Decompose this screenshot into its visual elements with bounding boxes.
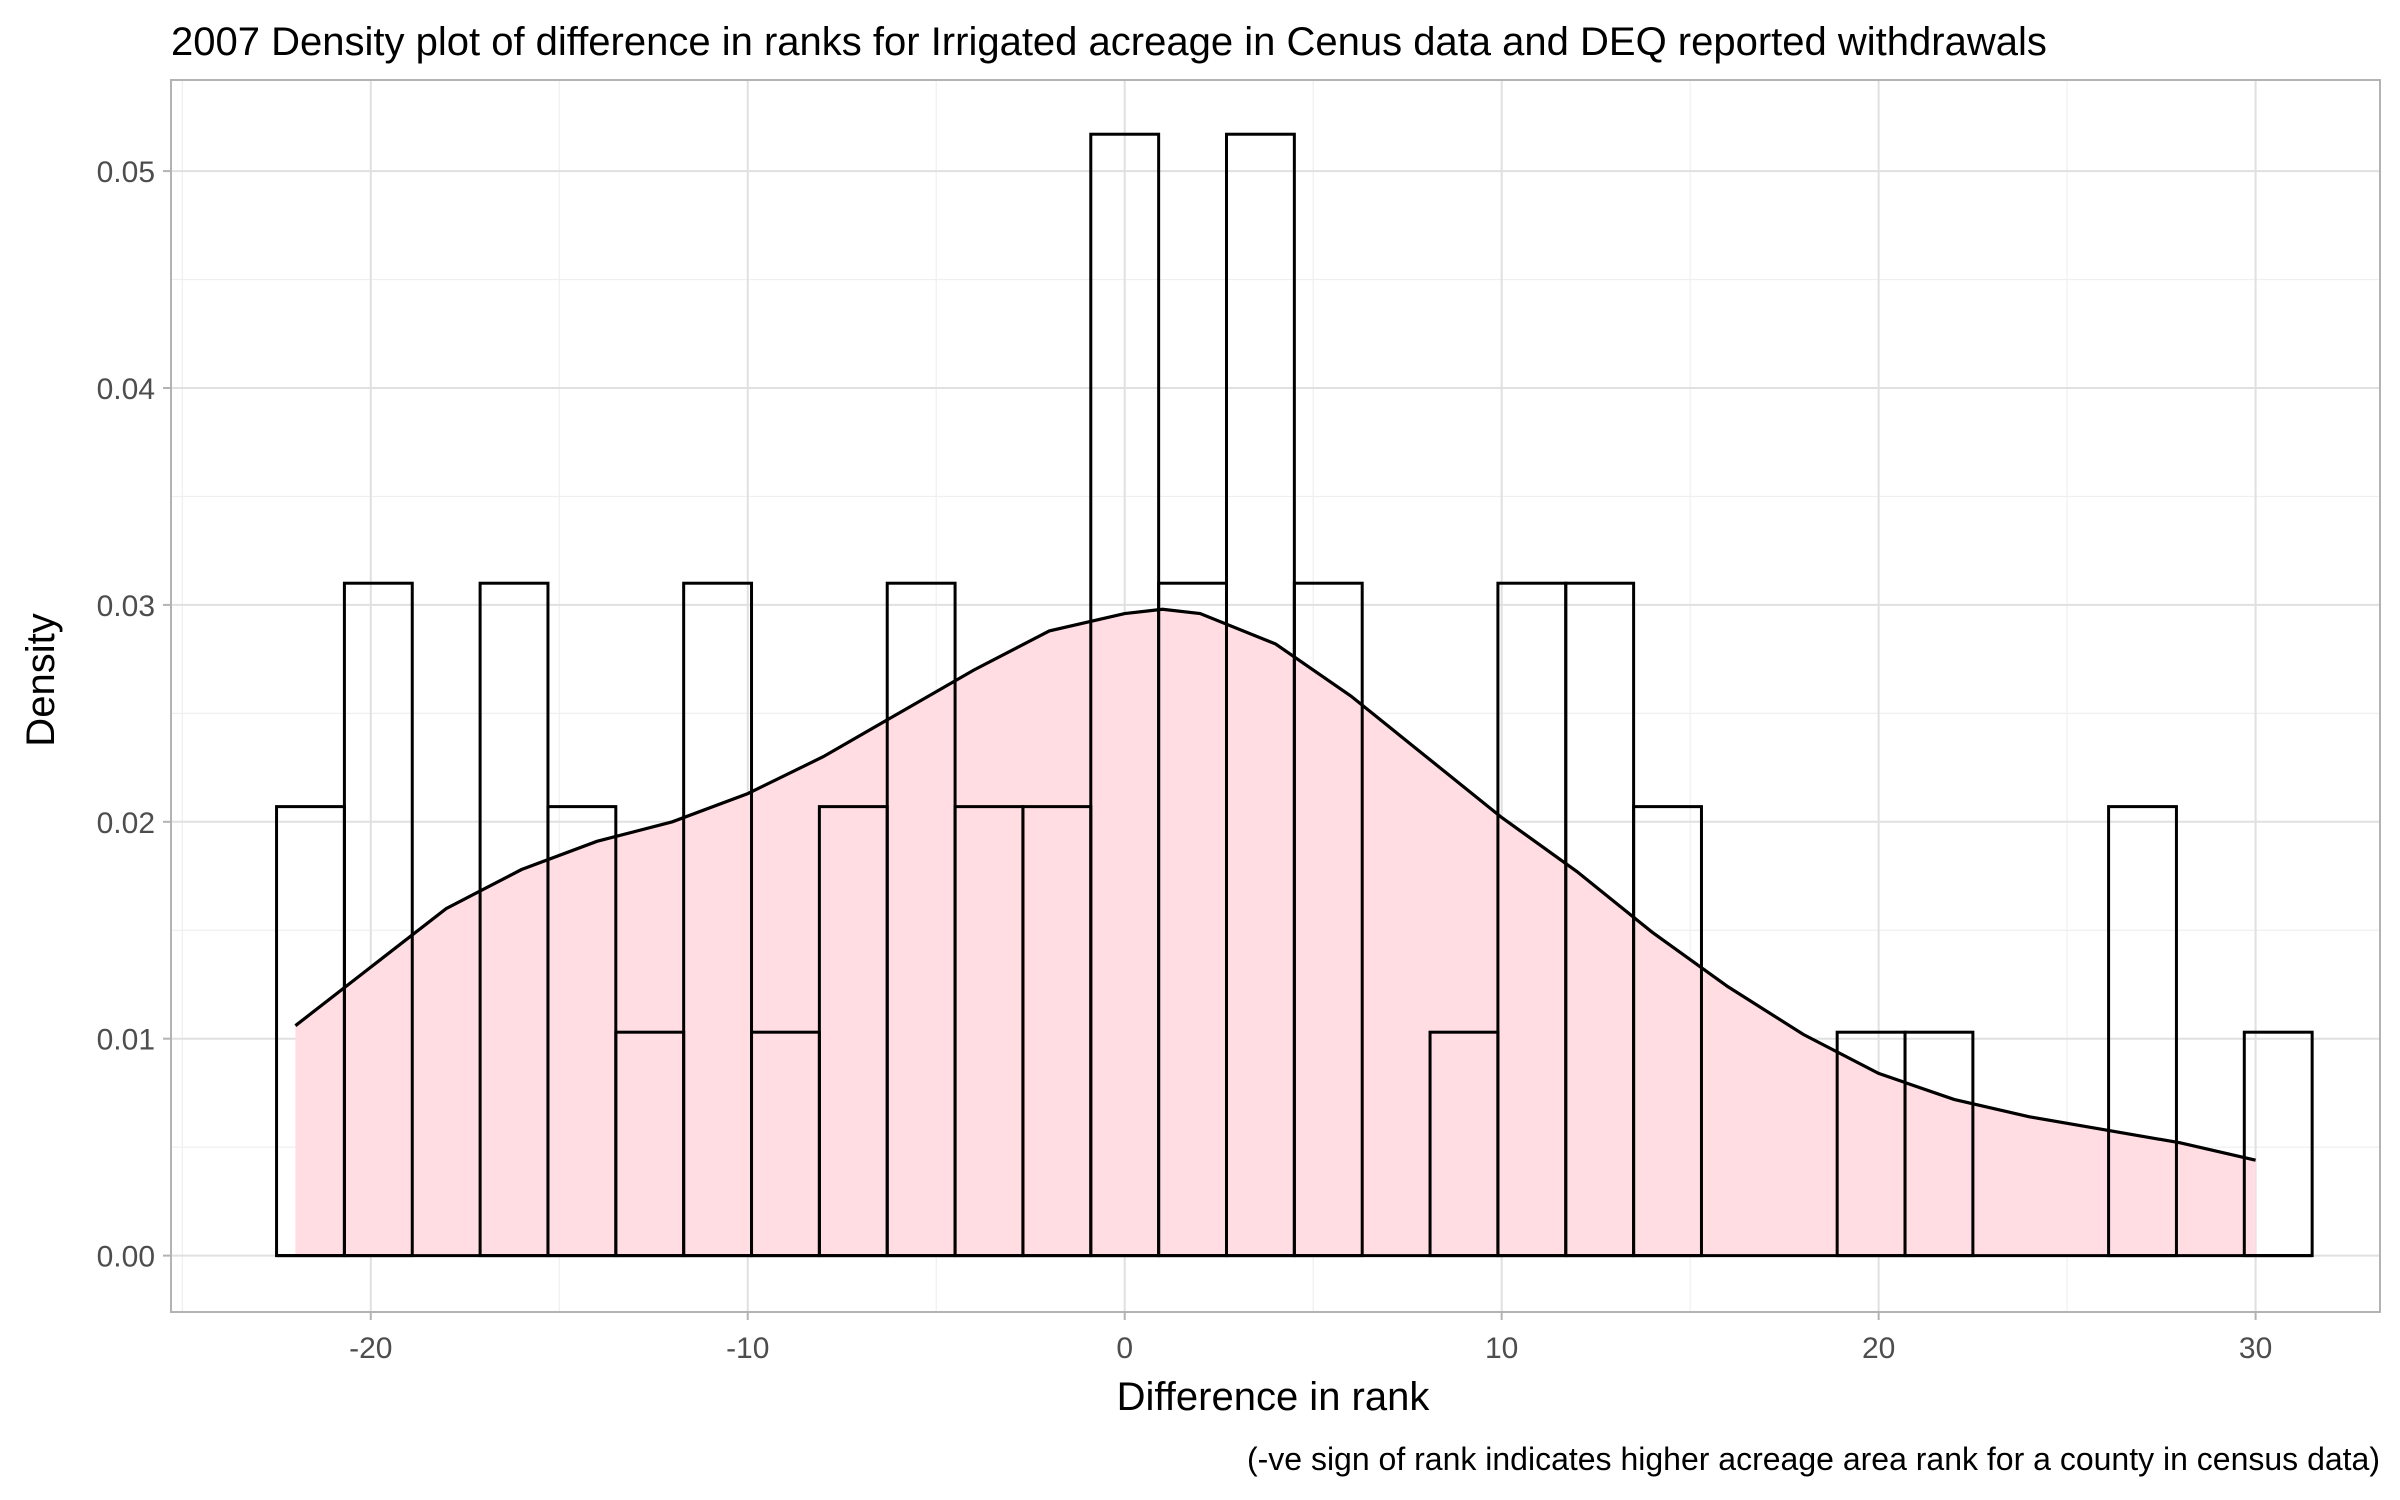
y-tick-label: 0.04: [97, 373, 155, 406]
histogram-bar: [614, 1030, 686, 1258]
histogram-bar: [1021, 805, 1093, 1258]
x-tick-label: 0: [1116, 1332, 1133, 1365]
histogram-bar: [1632, 805, 1703, 1258]
chart-caption: (-ve sign of rank indicates higher acrea…: [1247, 1441, 2380, 1477]
histogram-bar: [478, 581, 550, 1258]
histogram-bar: [1428, 1030, 1500, 1258]
y-tick-label: 0.05: [97, 156, 155, 189]
y-tick-label: 0.01: [97, 1024, 155, 1057]
histogram-bar: [2107, 805, 2178, 1258]
grid-lines: [171, 80, 2380, 1312]
y-tick-label: 0.03: [97, 590, 155, 623]
histogram-bar: [342, 581, 414, 1258]
y-tick-label: 0.02: [97, 807, 155, 840]
histogram-bar: [1292, 581, 1364, 1258]
density-layer: [295, 609, 2256, 1256]
histogram-bar: [1089, 132, 1161, 1258]
y-axis-ticks: 0.00 0.01 0.02 0.03 0.04 0.05: [97, 156, 171, 1274]
histogram-bar: [682, 581, 754, 1258]
x-tick-label: 30: [2239, 1332, 2272, 1365]
density-line-layer: [294, 607, 2256, 1162]
histogram-bar: [1224, 132, 1296, 1258]
density-curve-line: [294, 607, 2256, 1162]
chart-title: 2007 Density plot of difference in ranks…: [171, 20, 2047, 64]
panel-border: [170, 79, 2381, 1313]
histogram-bar: [750, 1030, 821, 1258]
histogram-bar: [1835, 1030, 1907, 1258]
histogram-bar: [1564, 581, 1636, 1258]
histogram-bar: [817, 805, 889, 1258]
x-tick-label: 10: [1485, 1332, 1518, 1365]
y-axis-title: Density: [19, 613, 63, 746]
x-axis-ticks: -20 -10 0 10 20 30: [349, 1312, 2272, 1365]
x-tick-label: -10: [726, 1332, 769, 1365]
histogram-bar: [1496, 581, 1568, 1258]
histogram-bar: [1157, 581, 1228, 1258]
histogram-bars: [275, 132, 2314, 1258]
y-tick-label: 0.00: [97, 1241, 155, 1274]
x-tick-label: -20: [349, 1332, 392, 1365]
x-axis-title: Difference in rank: [1117, 1375, 1431, 1419]
histogram-bar: [885, 581, 957, 1258]
histogram-bar: [275, 805, 346, 1258]
x-tick-label: 20: [1862, 1332, 1895, 1365]
density-area: [295, 609, 2256, 1256]
histogram-bar: [2242, 1030, 2314, 1258]
histogram-bar: [953, 805, 1025, 1258]
histogram-bar: [546, 805, 618, 1258]
histogram-bar: [1903, 1030, 1975, 1258]
